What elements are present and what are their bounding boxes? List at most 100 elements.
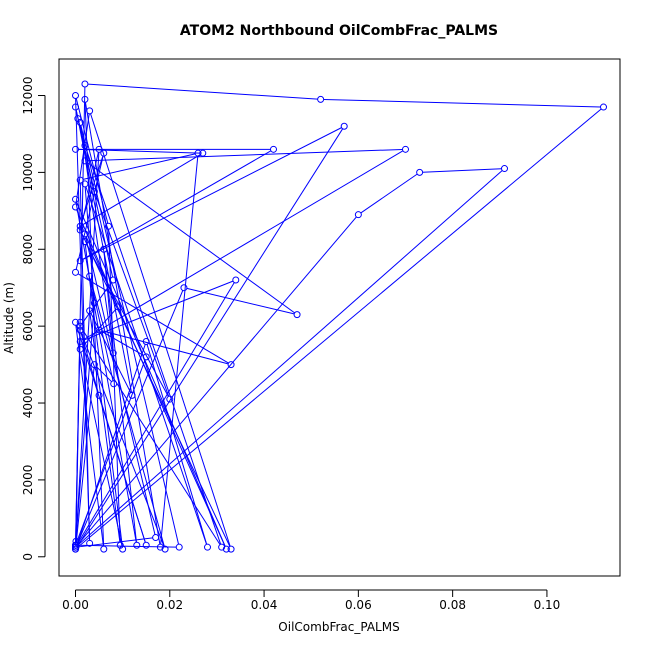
series-segment (81, 282, 112, 325)
series-segment (75, 325, 104, 547)
data-point (180, 284, 188, 292)
data-point (222, 545, 230, 553)
data-point (204, 543, 211, 551)
series-segment (75, 306, 95, 543)
series-segment (78, 537, 153, 548)
data-point (501, 165, 508, 173)
series-segment (76, 201, 226, 547)
y-tick-label: 2000 (21, 465, 35, 496)
series-segment (78, 148, 200, 154)
data-point (227, 545, 235, 553)
series-segment (85, 186, 208, 545)
data-point (81, 180, 89, 188)
data-point (81, 141, 89, 149)
data-point (142, 353, 150, 361)
x-axis: 0.00 0.02 0.04 0.06 0.08 0.10 (62, 589, 561, 612)
series-segment (82, 154, 201, 226)
data-point (175, 543, 183, 551)
data-point (86, 272, 94, 280)
series-segment (76, 359, 146, 543)
data-point (81, 80, 89, 88)
series-segment (101, 331, 144, 356)
y-tick-label: 0 (21, 553, 35, 561)
series-segment (422, 168, 502, 173)
series-segment (94, 194, 170, 397)
series-segment (85, 236, 156, 535)
series-segment (90, 113, 231, 547)
x-tick-label: 0.08 (439, 598, 466, 612)
data-point (152, 534, 160, 542)
series-segment (75, 367, 95, 543)
data-point (72, 541, 79, 549)
data-point (100, 245, 108, 253)
data-point (76, 318, 84, 326)
series-segment (75, 325, 146, 543)
series-segment (82, 127, 342, 260)
series-segment (78, 544, 177, 548)
data-point (74, 115, 82, 123)
data-point (86, 307, 94, 315)
data-point (402, 145, 409, 153)
data-point (81, 238, 89, 246)
data-point (232, 276, 240, 284)
series-segment (160, 156, 199, 545)
data-point (81, 95, 89, 103)
data-point (293, 311, 301, 319)
y-tick-label: 4000 (21, 388, 35, 419)
y-tick-label: 6000 (21, 311, 35, 342)
data-point (340, 122, 348, 130)
data-point (142, 338, 150, 346)
data-layer (72, 80, 607, 553)
data-point (81, 230, 89, 238)
data-point (86, 107, 94, 115)
series-segment (84, 244, 123, 547)
series-segment (76, 290, 184, 545)
data-point (161, 545, 169, 553)
data-point (317, 95, 325, 103)
data-point (95, 326, 103, 334)
series-segment (101, 330, 229, 365)
x-tick-label: 0.10 (534, 598, 561, 612)
data-point (81, 157, 89, 165)
data-point (227, 361, 235, 369)
series-segment (82, 280, 234, 341)
series-segment (75, 325, 81, 539)
data-point (90, 299, 98, 307)
data-point (72, 92, 79, 100)
y-tick-label: 8000 (21, 234, 35, 265)
data-point (166, 395, 174, 403)
series-segment (85, 236, 226, 547)
data-point (90, 361, 98, 369)
y-tick-label: 10000 (21, 153, 35, 191)
data-point (416, 168, 424, 176)
series-segment (89, 313, 121, 543)
data-point (133, 541, 141, 549)
data-point (76, 338, 84, 346)
data-point (116, 541, 124, 549)
data-point (109, 349, 117, 357)
data-point (100, 545, 108, 553)
x-tick-label: 0.00 (62, 598, 89, 612)
data-point (194, 149, 202, 157)
plot-frame (58, 58, 621, 577)
data-point (114, 303, 122, 311)
y-axis: 0 2000 4000 6000 8000 10000 12000 (21, 76, 46, 561)
data-point (72, 545, 79, 553)
series-segment (75, 202, 137, 543)
series-segment (76, 128, 344, 547)
series-segment (82, 150, 404, 341)
data-point (600, 103, 607, 111)
series-segment (96, 366, 112, 383)
data-point (142, 541, 150, 549)
x-tick-label: 0.02 (156, 598, 183, 612)
data-point (76, 118, 84, 126)
data-point (76, 222, 84, 230)
data-point (110, 380, 118, 388)
data-point (72, 195, 79, 203)
data-point (76, 326, 84, 334)
series-segment (87, 162, 295, 314)
data-point (86, 539, 94, 547)
series-segment (360, 173, 418, 214)
series-segment (82, 150, 272, 260)
